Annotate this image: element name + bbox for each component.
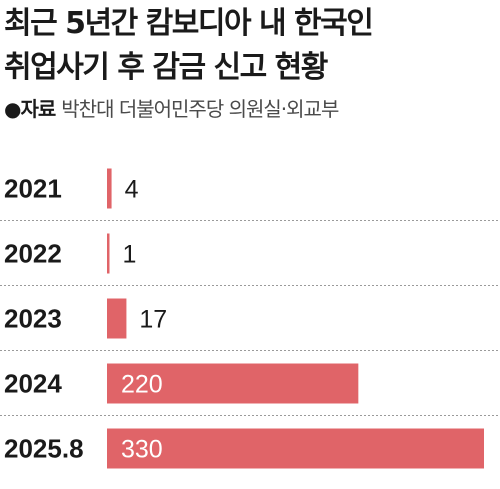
value-label-4: 330 bbox=[121, 436, 163, 464]
source-note: ●자료 박찬대 더불어민주당 의원실·외교부 bbox=[4, 96, 339, 122]
category-label-1: 2022 bbox=[4, 239, 62, 269]
category-label-0: 2021 bbox=[4, 174, 62, 204]
source-label: 자료 bbox=[20, 97, 56, 121]
value-label-1: 1 bbox=[123, 241, 137, 269]
category-label-2: 2023 bbox=[4, 304, 62, 334]
value-label-0: 4 bbox=[125, 176, 139, 204]
bar-2 bbox=[107, 298, 127, 339]
title-line-2: 취업사기 후 감금 신고 현황 bbox=[4, 50, 328, 85]
category-label-4: 2025.8 bbox=[4, 434, 84, 464]
source-text: 박찬대 더불어민주당 의원실·외교부 bbox=[61, 97, 339, 121]
bar-1 bbox=[107, 233, 110, 274]
bullet-icon: ● bbox=[4, 97, 21, 121]
bar-4 bbox=[107, 428, 484, 469]
value-label-3: 220 bbox=[121, 371, 163, 399]
category-label-3: 2024 bbox=[4, 369, 62, 399]
bar-0 bbox=[107, 168, 112, 209]
value-label-2: 17 bbox=[139, 306, 167, 334]
chart-title: 최근 5년간 캄보디아 내 한국인 취업사기 후 감금 신고 현황 bbox=[4, 2, 496, 90]
title-line-1: 최근 5년간 캄보디아 내 한국인 bbox=[4, 6, 374, 41]
bar-3 bbox=[107, 363, 359, 404]
